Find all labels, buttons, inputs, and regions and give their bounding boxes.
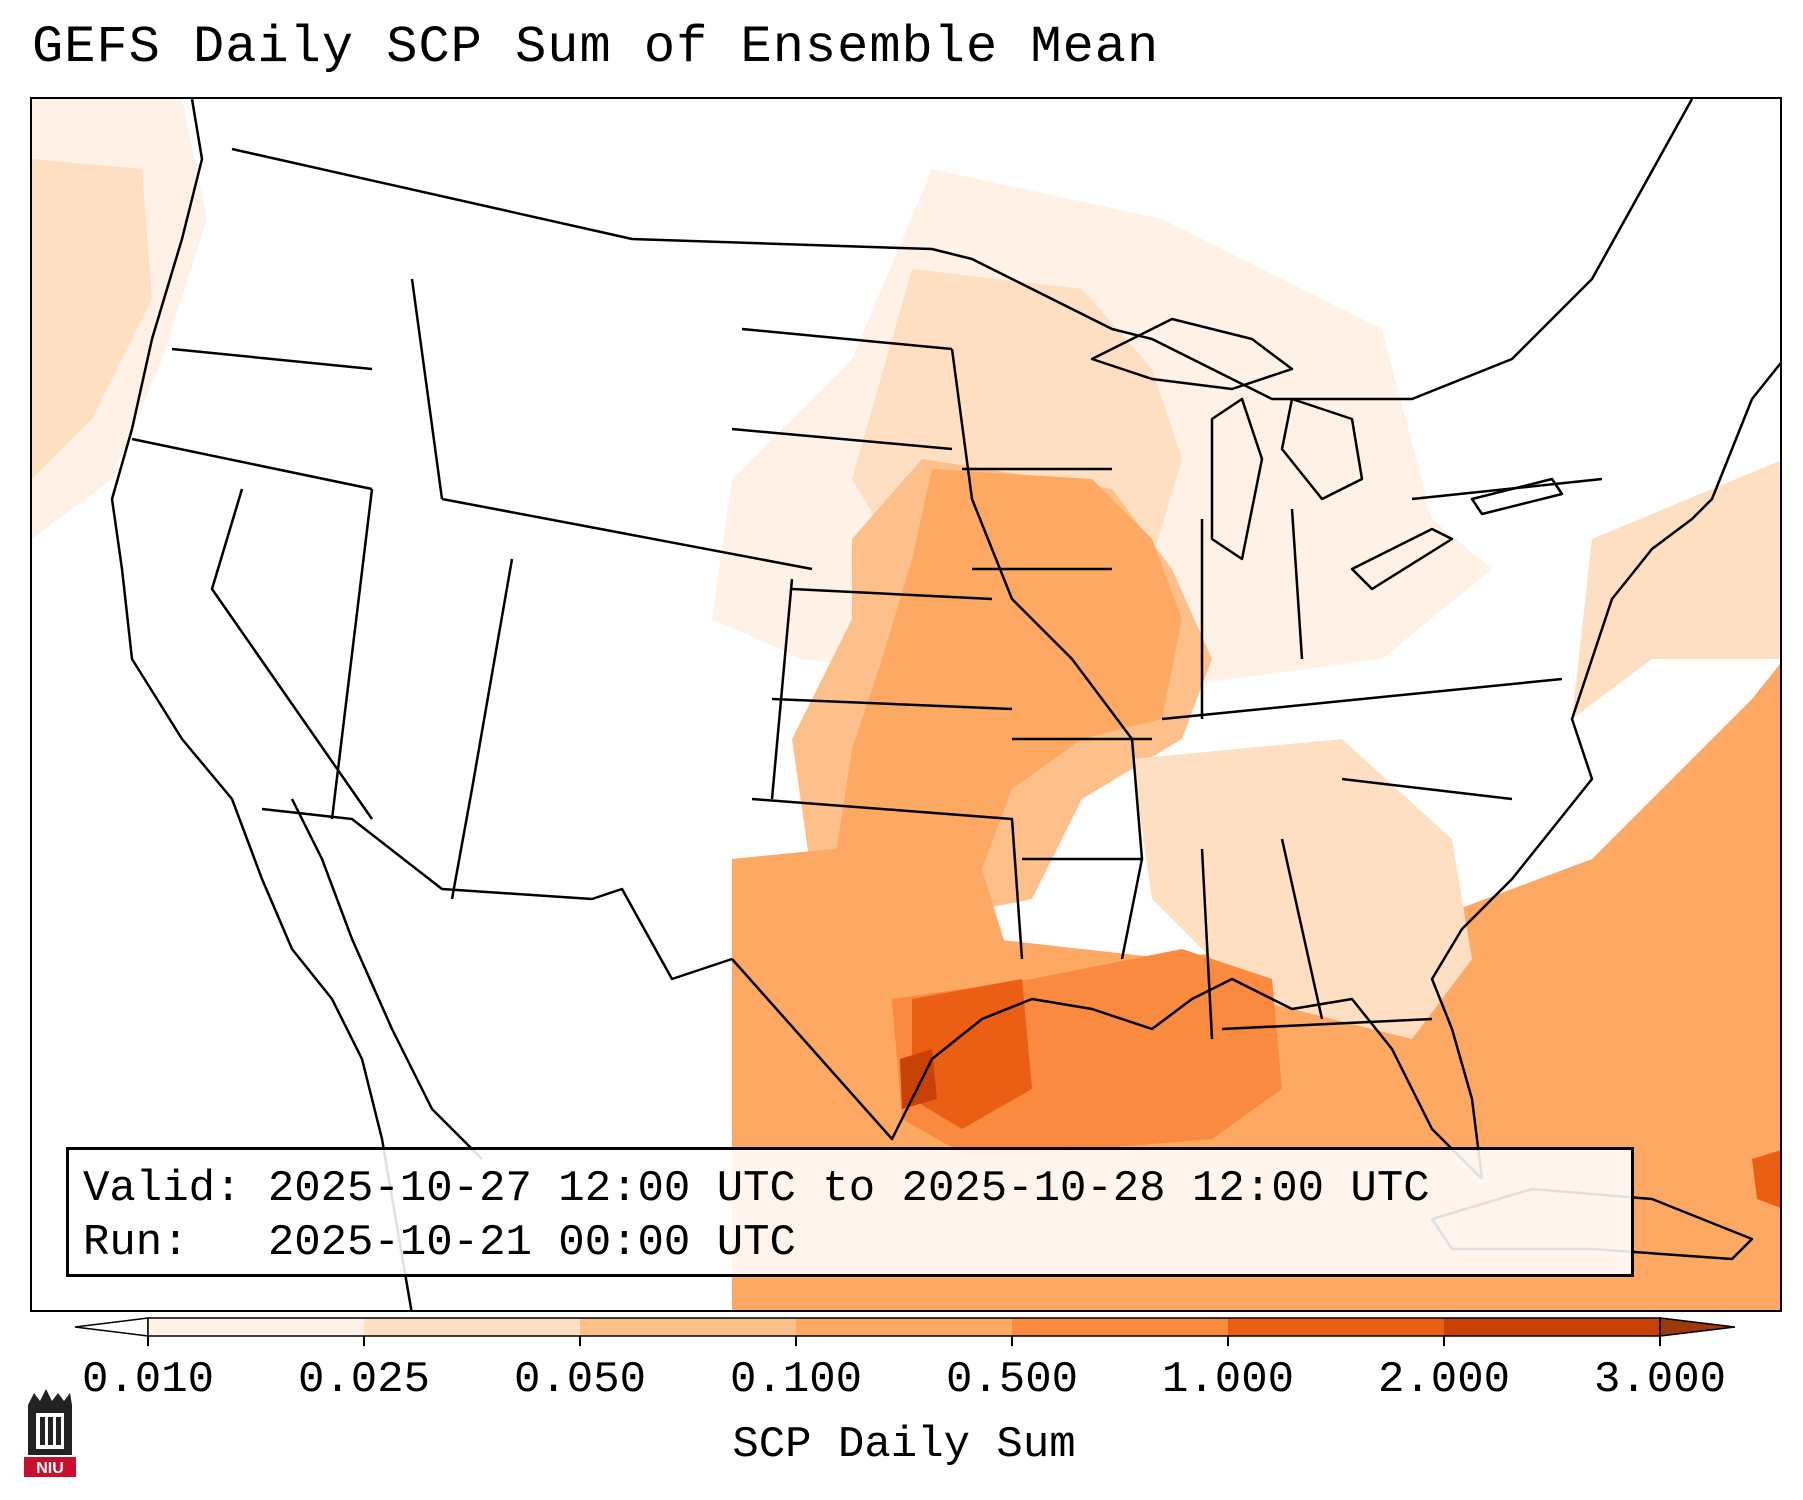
lake-superior xyxy=(1090,317,1294,391)
state-line-al-ga xyxy=(1280,838,1324,1020)
state-borders xyxy=(110,99,1780,1310)
valid-value: 2025-10-27 12:00 UTC to 2025-10-28 12:00… xyxy=(267,1164,1430,1214)
run-value: 2025-10-21 00:00 UTC xyxy=(267,1218,796,1268)
state-line-ne-ks xyxy=(791,587,993,601)
baja-coastline xyxy=(290,798,483,1160)
colorbar-tick-label: 3.000 xyxy=(1593,1355,1727,1405)
state-line-wa-or xyxy=(171,347,373,371)
state-line-nc-sc xyxy=(1341,777,1513,801)
shade-east-edge xyxy=(1752,1150,1780,1208)
state-line-mt-wy xyxy=(441,497,813,571)
state-line-nd-sd xyxy=(741,327,953,351)
colorbar-extend-high xyxy=(1659,1317,1736,1337)
shade-atlantic-light xyxy=(1572,460,1780,719)
map-panel xyxy=(30,97,1782,1312)
valid-label: Valid: xyxy=(83,1164,242,1214)
state-line-ks-ok xyxy=(771,697,1013,711)
logo-text: NIU xyxy=(36,1460,64,1477)
lake-michigan xyxy=(1210,397,1264,561)
gulf-coastline xyxy=(731,958,1483,1180)
colorbar-segment xyxy=(580,1318,797,1336)
colorbar-tick-label: 0.500 xyxy=(945,1355,1079,1405)
colorbar-outline xyxy=(147,1317,1661,1337)
colorbar-ticks xyxy=(147,1336,1661,1346)
colorbar-tick-label: 1.000 xyxy=(1161,1355,1295,1405)
lake-huron xyxy=(1280,397,1364,501)
colorbar-segments xyxy=(74,1317,1736,1337)
colorbar-segment xyxy=(796,1318,1013,1336)
scp-map xyxy=(32,99,1780,1310)
colorbar-segment xyxy=(1228,1318,1445,1336)
state-line-ca-nv xyxy=(210,488,374,820)
shade-gulf-max xyxy=(912,979,1032,1129)
pacific-coastline xyxy=(110,99,413,1310)
state-line-mississippi-river xyxy=(950,348,1144,960)
validity-info-box: Valid: 2025-10-27 12:00 UTC to 2025-10-2… xyxy=(66,1147,1634,1277)
state-line-or-ca xyxy=(131,437,373,491)
colorbar-tick-label: 2.000 xyxy=(1377,1355,1511,1405)
state-line-co-ks xyxy=(770,578,794,800)
atlantic-coastline xyxy=(1430,361,1780,1180)
canada-border xyxy=(231,99,1694,401)
colorbar-tick-label: 0.010 xyxy=(81,1355,215,1405)
niu-logo-icon: NIU xyxy=(24,1389,76,1477)
colorbar-segment xyxy=(1012,1318,1229,1336)
lake-ontario xyxy=(1470,477,1564,516)
mexico-border xyxy=(261,807,733,981)
colorbar-tick-label: 0.025 xyxy=(297,1355,431,1405)
colorbar-segment xyxy=(1444,1318,1661,1336)
state-line-id-mt xyxy=(410,278,444,500)
state-line-ok-tx xyxy=(751,797,1024,960)
colorbar-extend-low xyxy=(74,1317,149,1337)
colorbar-segment xyxy=(148,1318,365,1336)
state-line-nv-ut xyxy=(330,488,374,820)
state-line-tn-ky xyxy=(1161,677,1563,721)
colorbar-tick-label: 0.100 xyxy=(729,1355,863,1405)
shade-pacific-northwest-inner xyxy=(32,159,152,479)
state-line-in-oh xyxy=(1290,508,1304,660)
state-line-ga-fl xyxy=(1221,1017,1433,1031)
colorbar-label: SCP Daily Sum xyxy=(732,1420,1076,1470)
state-line-az-nm xyxy=(450,788,474,900)
colorbar-tick-label: 0.050 xyxy=(513,1355,647,1405)
lake-erie xyxy=(1350,527,1454,591)
state-line-ut-co xyxy=(470,558,514,790)
state-line-al-ms xyxy=(1200,848,1214,1040)
map-title: GEFS Daily SCP Sum of Ensemble Mean xyxy=(32,18,1160,77)
state-line-sd-ne xyxy=(731,427,953,451)
colorbar-segment xyxy=(364,1318,581,1336)
run-label: Run: xyxy=(83,1218,189,1268)
shade-gulf-peak xyxy=(900,1049,937,1109)
